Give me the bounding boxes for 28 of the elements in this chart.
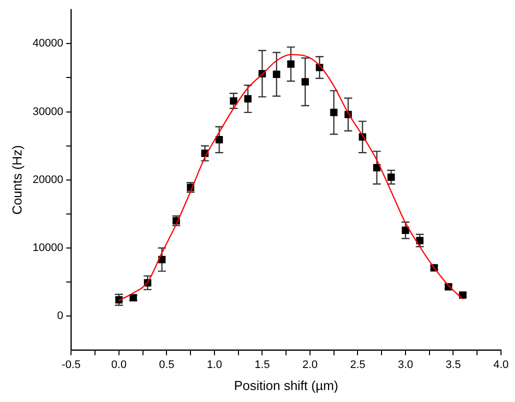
point (387, 173, 395, 181)
point (115, 296, 123, 304)
point (402, 226, 410, 234)
y-axis-title: Counts (Hz) (9, 145, 24, 215)
y-tick-label: 10000 (32, 242, 64, 254)
y-tick-label: 30000 (32, 106, 64, 118)
x-tick-label: 0.5 (159, 358, 174, 371)
x-tick-label: 2.0 (302, 358, 318, 371)
point (287, 60, 295, 68)
x-tick-label: 0.0 (111, 358, 127, 371)
x-tick-label: 2.5 (350, 358, 366, 371)
y-tick-label: 40000 (32, 38, 64, 50)
x-tick-label: 1.5 (254, 358, 270, 371)
x-tick-label: -0.5 (62, 358, 81, 371)
y-tick-label: 20000 (32, 174, 64, 186)
x-tick-label: 1.0 (206, 358, 222, 371)
point (272, 70, 280, 78)
x-axis-title: Position shift (µm) (234, 378, 338, 393)
point (302, 78, 309, 86)
point (230, 97, 238, 105)
x-tick-label: 3.0 (398, 358, 414, 371)
point (373, 164, 381, 172)
y-tick-label: 0 (57, 310, 64, 322)
point (330, 108, 338, 116)
point (244, 95, 252, 103)
x-tick-label: 4.0 (493, 358, 509, 371)
x-tick-label: 3.5 (446, 358, 461, 371)
point (216, 136, 223, 144)
